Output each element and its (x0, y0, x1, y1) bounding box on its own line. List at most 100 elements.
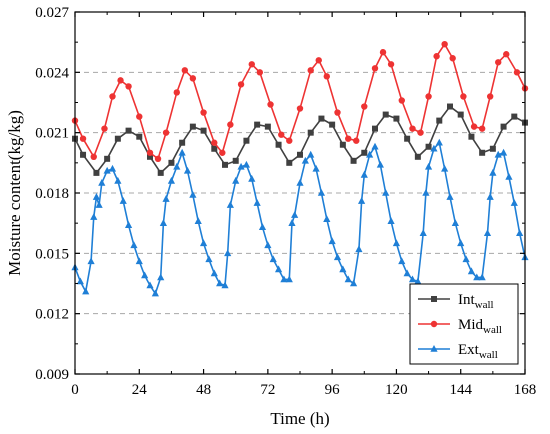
data-point-mid (189, 75, 197, 82)
data-point-mid (296, 105, 304, 112)
data-point-ext (360, 170, 368, 178)
data-point-mid (154, 155, 162, 163)
legend: Intwall Midwall Extwall (409, 283, 519, 365)
series-mid (71, 40, 529, 163)
data-point-mid (146, 149, 154, 156)
data-point-mid (460, 93, 467, 100)
data-point-ext (403, 269, 411, 277)
y-tick-label: 0.012 (35, 307, 69, 323)
data-point-ext (76, 277, 84, 285)
data-point-int (179, 139, 186, 146)
data-point-int (114, 135, 121, 142)
data-point-ext (339, 265, 347, 273)
data-point-ext (419, 229, 427, 237)
data-point-mid (227, 121, 234, 128)
data-point-ext (232, 176, 240, 184)
data-point-ext (237, 162, 245, 170)
data-point-ext (98, 178, 106, 186)
data-point-mid (345, 135, 352, 142)
data-point-mid (181, 67, 189, 74)
data-point-ext (114, 176, 122, 184)
data-point-ext (392, 239, 401, 247)
data-point-mid (353, 137, 360, 144)
y-tick-label: 0.021 (35, 126, 69, 142)
x-tick-label: 24 (132, 382, 148, 398)
data-point-int (457, 111, 464, 118)
legend-marker-int (431, 296, 437, 302)
data-point-mid (117, 77, 124, 84)
data-point-mid (323, 73, 330, 80)
data-point-mid (398, 97, 405, 104)
series-line-ext (74, 140, 526, 296)
data-point-ext (424, 162, 433, 170)
x-tick-label: 168 (514, 382, 537, 398)
data-point-ext (173, 162, 181, 170)
x-tick-label: 48 (196, 382, 211, 398)
data-point-mid (307, 67, 314, 74)
data-point-int (500, 123, 507, 130)
data-point-ext (451, 219, 459, 226)
data-point-ext (151, 289, 159, 297)
data-point-ext (323, 215, 331, 222)
data-point-ext (221, 281, 229, 289)
data-point-ext (210, 269, 218, 277)
data-point-int (222, 161, 228, 168)
data-point-mid (371, 65, 379, 72)
data-point-ext (141, 271, 149, 279)
y-tick-label: 0.024 (35, 65, 69, 81)
data-point-ext (264, 241, 272, 249)
data-point-ext (226, 201, 234, 208)
data-point-mid (486, 93, 494, 100)
data-point-ext (124, 221, 133, 228)
data-point-ext (486, 193, 494, 200)
data-point-ext (446, 193, 454, 200)
data-point-mid (267, 101, 274, 108)
data-point-int (307, 129, 314, 136)
data-point-mid (417, 129, 424, 136)
data-point-ext (467, 267, 476, 275)
data-point-mid (315, 57, 322, 64)
data-point-ext (135, 257, 143, 265)
data-point-ext (355, 245, 363, 253)
data-point-ext (422, 189, 430, 196)
legend-marker-ext (430, 345, 438, 352)
data-point-mid (503, 51, 510, 58)
series-ext (71, 138, 529, 297)
data-point-ext (95, 201, 103, 208)
data-point-ext (296, 178, 304, 186)
data-point-mid (211, 139, 218, 146)
y-axis-label: Moisture content(kg/kg) (5, 110, 24, 276)
x-tick-label: 72 (260, 382, 275, 398)
data-point-int (264, 123, 271, 130)
data-point-ext (288, 219, 296, 226)
data-point-mid (334, 109, 341, 116)
data-point-int (425, 143, 432, 150)
data-point-ext (382, 189, 390, 196)
data-point-ext (494, 150, 502, 158)
data-point-int (318, 115, 325, 122)
data-point-int (157, 169, 164, 176)
data-point-ext (510, 199, 518, 206)
data-point-ext (483, 229, 492, 237)
data-point-mid (495, 59, 502, 66)
data-point-mid (478, 125, 486, 132)
data-point-int (275, 141, 282, 148)
data-point-int (404, 135, 411, 142)
data-point-mid (79, 135, 87, 142)
data-point-ext (87, 257, 95, 265)
data-point-int (447, 103, 453, 110)
data-point-mid (101, 125, 108, 132)
data-point-mid (173, 89, 180, 96)
legend-label-ext: Extwall (458, 342, 498, 361)
data-point-ext (92, 193, 101, 200)
data-point-int (286, 159, 293, 166)
data-point-ext (349, 279, 358, 287)
data-point-ext (414, 277, 422, 285)
data-point-ext (242, 160, 251, 168)
data-point-mid (125, 83, 132, 90)
data-point-ext (130, 241, 138, 249)
data-point-int (339, 141, 346, 148)
data-point-ext (194, 217, 202, 224)
y-tick-label: 0.027 (35, 5, 69, 21)
data-point-mid (361, 103, 368, 110)
